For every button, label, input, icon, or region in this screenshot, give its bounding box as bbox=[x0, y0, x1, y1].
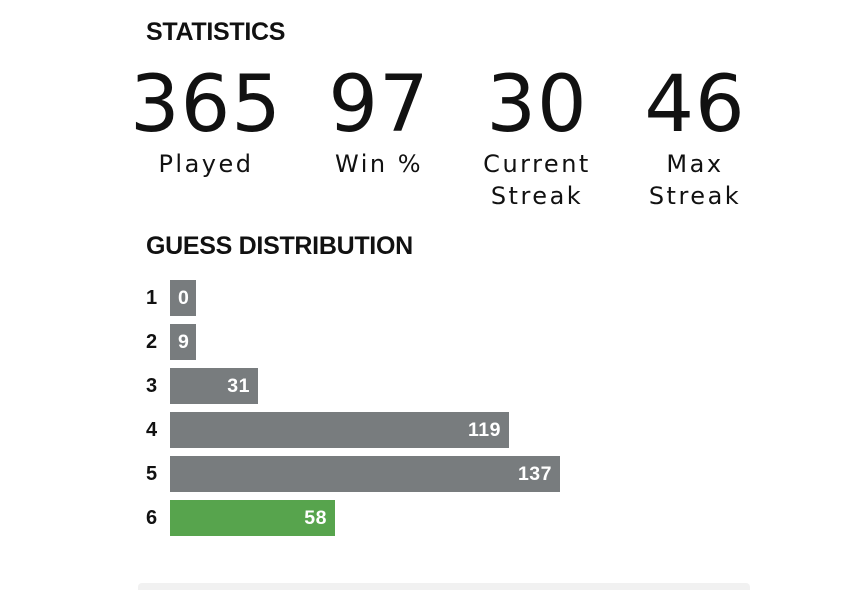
guess-number: 5 bbox=[146, 463, 158, 485]
stat-max-streak-value: 46 bbox=[644, 60, 746, 150]
stat-current-streak-value: 30 bbox=[486, 60, 588, 150]
stat-played-value: 365 bbox=[130, 60, 282, 150]
distribution-bar: 31 bbox=[170, 368, 258, 404]
stat-win-percent: 97 Win % bbox=[328, 62, 429, 180]
stat-max-streak-label-line2: Streak bbox=[648, 182, 742, 210]
stat-played-label: Played bbox=[158, 150, 254, 178]
guess-number: 1 bbox=[146, 287, 158, 309]
distribution-row-3: 3 31 bbox=[146, 368, 746, 404]
distribution-row-6: 6 58 bbox=[146, 500, 746, 536]
guess-number: 3 bbox=[146, 375, 158, 397]
stat-current-streak-label-line1: Current bbox=[483, 150, 591, 178]
stat-win-percent-label: Win % bbox=[334, 150, 424, 178]
statistics-heading: STATISTICS bbox=[146, 18, 286, 46]
stat-played: 365 Played bbox=[130, 62, 282, 180]
distribution-row-4: 4 119 bbox=[146, 412, 746, 448]
guess-number: 4 bbox=[146, 419, 158, 441]
distribution-bar: 58 bbox=[170, 500, 335, 536]
distribution-bar: 137 bbox=[170, 456, 560, 492]
distribution-row-5: 5 137 bbox=[146, 456, 746, 492]
stat-win-percent-value: 97 bbox=[328, 60, 430, 150]
stat-max-streak-label-line1: Max bbox=[666, 150, 724, 178]
guess-number: 6 bbox=[146, 507, 158, 529]
distribution-bar: 119 bbox=[170, 412, 509, 448]
stat-max-streak: 46 Max Streak bbox=[644, 62, 745, 212]
stat-current-streak-label-line2: Streak bbox=[490, 182, 584, 210]
guess-distribution-heading: GUESS DISTRIBUTION bbox=[146, 232, 413, 260]
distribution-row-1: 1 0 bbox=[146, 280, 746, 316]
distribution-bar: 0 bbox=[170, 280, 196, 316]
distribution-bar: 9 bbox=[170, 324, 196, 360]
stat-current-streak: 30 Current Streak bbox=[483, 62, 591, 212]
section-divider bbox=[138, 583, 750, 590]
guess-number: 2 bbox=[146, 331, 158, 353]
distribution-row-2: 2 9 bbox=[146, 324, 746, 360]
